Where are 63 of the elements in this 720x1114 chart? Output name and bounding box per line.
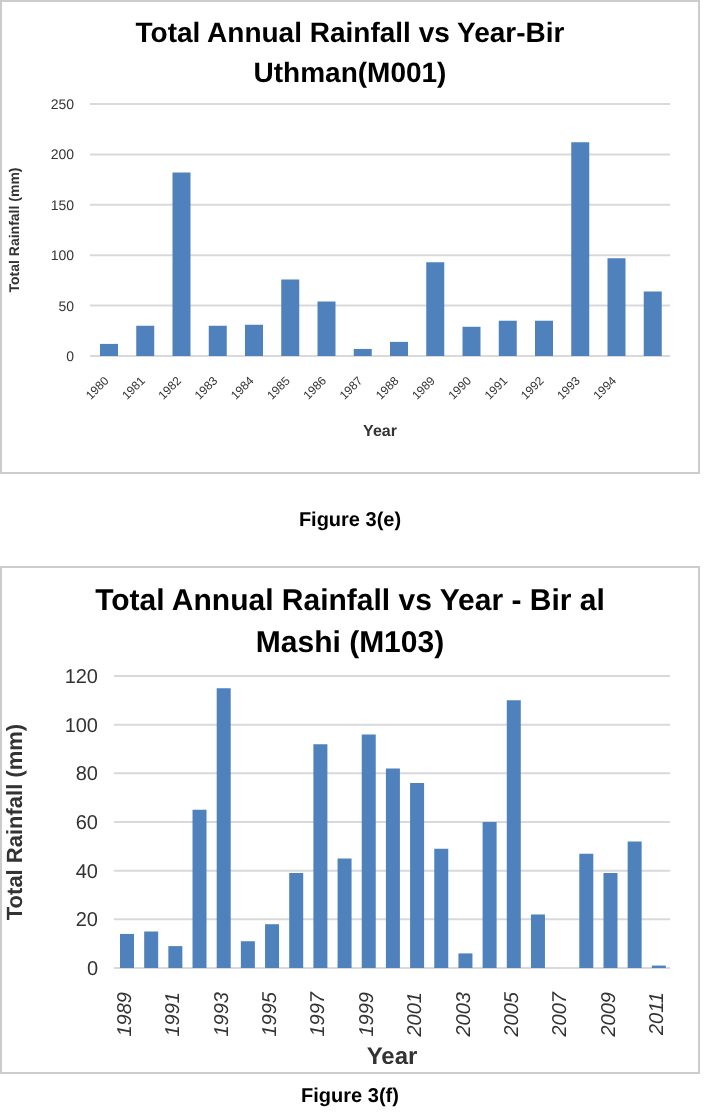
y-tick-label: 40 [75,861,99,884]
x-axis-title: Year [363,422,397,441]
bar [337,858,352,968]
bar [506,700,521,968]
bar [607,258,626,357]
bar [100,344,118,357]
y-axis-title: Total Rainfall (mm) [3,723,28,921]
x-tick-label: 1997 [308,991,331,1037]
x-tick-label: 1993 [211,991,234,1037]
bar [168,946,183,968]
y-tick-label: 60 [75,813,99,836]
caption: Figure 3(e) [296,510,404,532]
bar [313,744,328,968]
bar [410,783,425,968]
bar [579,853,594,968]
y-tick-label: 20 [75,910,99,933]
bar [317,301,336,357]
y-tick-label: 0 [86,959,99,982]
caption: Figure 3(f) [299,1086,401,1108]
y-tick-label: 100 [64,715,99,738]
bar [240,941,255,968]
bar [603,873,618,968]
x-tick-label: 2005 [501,991,524,1039]
x-tick-label: 2001 [405,992,428,1039]
x-tick-label: 1999 [356,991,379,1037]
x-tick-label: 1991 [163,992,186,1037]
y-tick-label: 120 [64,667,99,690]
bar [571,142,590,357]
bar [535,321,553,357]
x-tick-label: 2007 [550,991,573,1039]
bar [482,822,497,968]
chart-title: Total Annual Rainfall vs Year - Bir al Mashi (M103) [93,582,607,664]
x-tick-label: 2009 [598,991,621,1039]
x-axis-title: Year [366,1042,419,1070]
bar [361,734,376,968]
bar [120,933,134,968]
x-tick-label: 1995 [260,991,283,1037]
chart-title: Total Annual Rainfall vs Year-Bir Uthman(M001) [133,14,567,92]
bar [265,924,280,968]
bar [216,688,231,968]
bar [498,321,517,357]
bar [281,279,300,357]
bar [530,914,545,968]
x-tick-label: 2011 [646,992,669,1038]
bar [643,291,662,357]
bar [289,873,304,968]
bar [426,262,445,357]
bar [136,326,155,357]
bar [144,931,159,968]
bar [353,349,372,357]
bar [627,841,642,968]
x-tick-label: 2003 [453,991,476,1039]
bar [172,172,191,357]
bar [192,809,207,968]
bar [462,327,481,357]
bar [390,342,408,357]
bar [245,325,263,357]
bar [434,848,449,968]
x-tick-label: 1989 [115,991,138,1037]
bar [385,768,400,968]
bar [208,326,227,357]
bar [458,953,473,968]
y-tick-label: 80 [75,764,99,787]
